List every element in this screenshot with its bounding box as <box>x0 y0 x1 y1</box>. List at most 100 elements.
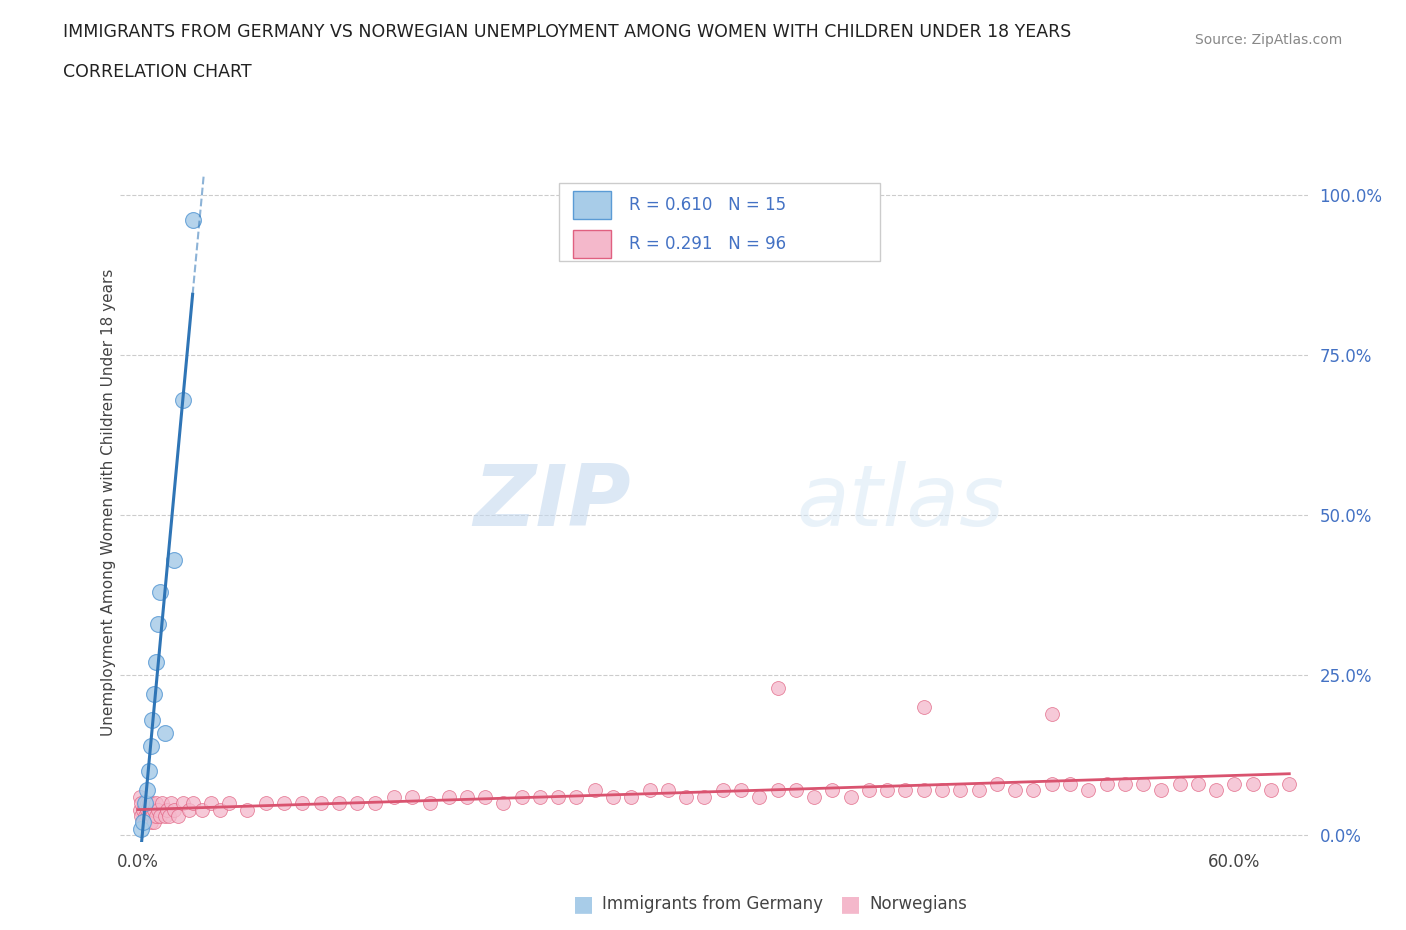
Point <box>132 803 155 817</box>
Point <box>711 783 734 798</box>
Point <box>134 796 156 811</box>
Point <box>858 783 880 798</box>
FancyBboxPatch shape <box>560 183 880 261</box>
Point <box>143 687 166 702</box>
Point <box>565 790 588 804</box>
Text: Norwegians: Norwegians <box>869 895 967 913</box>
Point <box>1040 777 1063 791</box>
Point <box>1223 777 1246 791</box>
Point <box>1095 777 1118 791</box>
Point <box>136 783 159 798</box>
Point <box>138 764 160 778</box>
Point <box>177 803 200 817</box>
Point <box>181 796 204 811</box>
Point <box>150 796 173 811</box>
Point <box>146 803 169 817</box>
Point <box>145 796 167 811</box>
Point <box>912 699 935 714</box>
Point <box>254 796 277 811</box>
Point <box>1205 783 1227 798</box>
Point <box>583 783 606 798</box>
Bar <box>574 191 612 219</box>
Point <box>931 783 953 798</box>
Point <box>141 808 163 823</box>
Point <box>139 738 162 753</box>
Point <box>1241 777 1264 791</box>
Point <box>134 808 156 823</box>
Point <box>132 815 155 830</box>
Point <box>1077 783 1099 798</box>
Point <box>200 796 222 811</box>
Point <box>382 790 405 804</box>
Point <box>131 821 153 836</box>
Point <box>1004 783 1026 798</box>
Text: R = 0.610   N = 15: R = 0.610 N = 15 <box>630 196 786 214</box>
Text: Source: ZipAtlas.com: Source: ZipAtlas.com <box>1195 33 1343 46</box>
Text: atlas: atlas <box>797 460 1005 544</box>
Point <box>172 796 194 811</box>
Text: ■: ■ <box>841 894 860 914</box>
Point <box>236 803 259 817</box>
Point <box>139 803 162 817</box>
Point <box>146 617 169 631</box>
Point <box>132 815 155 830</box>
Point <box>1059 777 1081 791</box>
Point <box>821 783 844 798</box>
Point <box>181 213 204 228</box>
Point <box>547 790 569 804</box>
Point <box>156 803 179 817</box>
Point <box>1168 777 1191 791</box>
Point <box>730 783 752 798</box>
Point <box>191 803 214 817</box>
Y-axis label: Unemployment Among Women with Children Under 18 years: Unemployment Among Women with Children U… <box>101 269 115 736</box>
Point <box>401 790 423 804</box>
Point <box>145 808 167 823</box>
Point <box>141 712 163 727</box>
Point <box>675 790 697 804</box>
Point <box>218 796 240 811</box>
Point <box>638 783 661 798</box>
Point <box>134 815 156 830</box>
Point <box>748 790 770 804</box>
Point <box>529 790 551 804</box>
Point <box>163 552 186 567</box>
Point <box>128 790 150 804</box>
Text: IMMIGRANTS FROM GERMANY VS NORWEGIAN UNEMPLOYMENT AMONG WOMEN WITH CHILDREN UNDE: IMMIGRANTS FROM GERMANY VS NORWEGIAN UNE… <box>63 23 1071 41</box>
Text: CORRELATION CHART: CORRELATION CHART <box>63 63 252 81</box>
Point <box>136 803 159 817</box>
Text: Immigrants from Germany: Immigrants from Germany <box>602 895 823 913</box>
Text: ZIP: ZIP <box>472 460 630 544</box>
Point <box>766 783 789 798</box>
Point <box>1278 777 1301 791</box>
Point <box>620 790 643 804</box>
Point <box>136 796 159 811</box>
Point <box>1040 706 1063 721</box>
Point <box>208 803 231 817</box>
Point <box>309 796 332 811</box>
Point <box>602 790 624 804</box>
Point <box>693 790 716 804</box>
Point <box>291 796 314 811</box>
Point <box>149 584 172 599</box>
Point <box>145 655 167 670</box>
Point <box>437 790 460 804</box>
Point <box>803 790 825 804</box>
Point <box>149 808 172 823</box>
Point <box>839 790 862 804</box>
Point <box>419 796 441 811</box>
Point <box>128 803 150 817</box>
Point <box>766 681 789 696</box>
Point <box>172 392 194 407</box>
Point <box>1260 783 1282 798</box>
Point <box>1022 783 1045 798</box>
Point <box>131 796 153 811</box>
Point <box>157 808 180 823</box>
Point <box>894 783 917 798</box>
Point <box>163 803 186 817</box>
Point <box>346 796 368 811</box>
Bar <box>574 230 612 259</box>
Point <box>876 783 898 798</box>
Point <box>510 790 533 804</box>
Point <box>136 808 159 823</box>
Point <box>143 815 166 830</box>
